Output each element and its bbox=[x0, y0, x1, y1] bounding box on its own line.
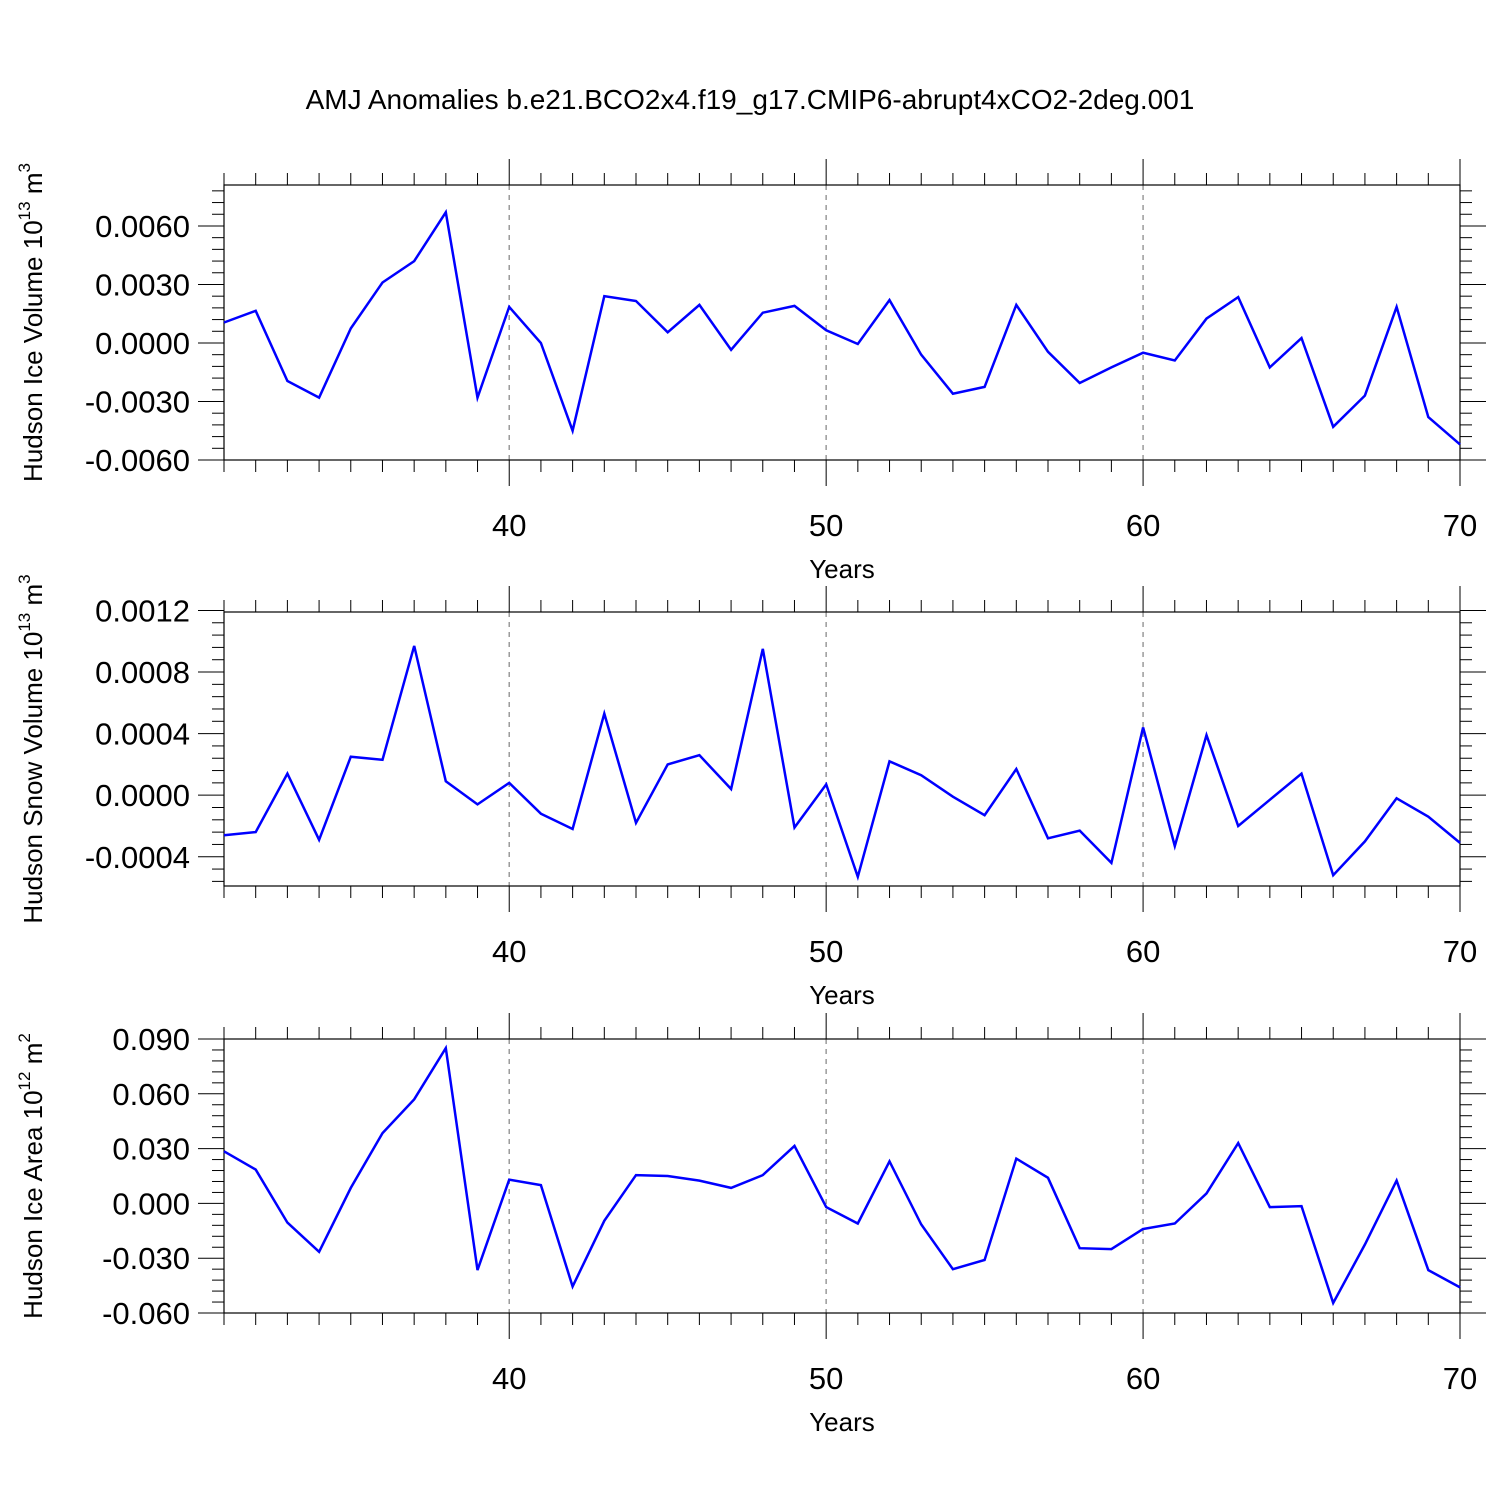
series-line bbox=[223, 208, 1461, 446]
x-tick-label: 60 bbox=[1126, 508, 1160, 543]
x-tick-label: 50 bbox=[809, 934, 843, 969]
x-tick-label: 40 bbox=[492, 1361, 526, 1396]
chart-panel-3: 40 50 60 70 -0.060 -0.030 0.000 0.030 0.060 0.090… bbox=[15, 1013, 1486, 1437]
series-line bbox=[223, 1044, 1461, 1307]
x-tick-label: 70 bbox=[1443, 934, 1477, 969]
y-tick-label: 0.0004 bbox=[95, 717, 190, 752]
x-tick-label: 40 bbox=[492, 934, 526, 969]
y-tick-label: 0.0000 bbox=[95, 326, 190, 361]
plot-frame bbox=[223, 611, 1461, 887]
plot-frame bbox=[223, 184, 1461, 461]
x-axis-label: Years bbox=[809, 554, 875, 584]
y-tick-label: 0.0008 bbox=[95, 655, 190, 690]
x-axis-label: Years bbox=[809, 1407, 875, 1437]
x-tick-label: 60 bbox=[1126, 1361, 1160, 1396]
y-tick-label: 0.000 bbox=[112, 1186, 190, 1221]
y-tick-label: 0.090 bbox=[112, 1022, 190, 1057]
y-tick-label: 0.0030 bbox=[95, 267, 190, 302]
y-tick-label: -0.0060 bbox=[85, 443, 190, 478]
x-tick-label: 60 bbox=[1126, 934, 1160, 969]
y-tick-label: 0.060 bbox=[112, 1077, 190, 1112]
x-tick-label: 50 bbox=[809, 1361, 843, 1396]
series-line bbox=[223, 645, 1461, 882]
x-axis-label: Years bbox=[809, 980, 875, 1010]
plot-frame bbox=[223, 1038, 1461, 1314]
y-tick-label: 0.0000 bbox=[95, 778, 190, 813]
chart-panel-2: 40 50 60 70 -0.0004 0.0000 0.0004 0.0008 0.0012 Y… bbox=[15, 574, 1486, 1010]
x-tick-label: 40 bbox=[492, 508, 526, 543]
x-tick-label: 70 bbox=[1443, 508, 1477, 543]
y-axis-label: Hudson Ice Area 1012 m2 bbox=[15, 1033, 48, 1319]
x-tick-label: 50 bbox=[809, 508, 843, 543]
y-tick-label: -0.0030 bbox=[85, 384, 190, 419]
y-tick-label: 0.030 bbox=[112, 1132, 190, 1167]
figure-title: AMJ Anomalies b.e21.BCO2x4.f19_g17.CMIP6… bbox=[305, 84, 1195, 115]
y-axis-label: Hudson Ice Volume 1013 m3 bbox=[15, 163, 48, 482]
y-tick-label: 0.0012 bbox=[95, 593, 190, 628]
y-tick-label: -0.060 bbox=[102, 1296, 190, 1331]
y-tick-label: -0.0004 bbox=[85, 840, 190, 875]
y-tick-label: -0.030 bbox=[102, 1241, 190, 1276]
y-axis-label: Hudson Snow Volume 1013 m3 bbox=[15, 574, 48, 923]
chart-panel-1: 40 50 60 70 -0.0060 -0.0030 0.0000 0.0030 0.0060… bbox=[15, 159, 1486, 584]
y-tick-label: 0.0060 bbox=[95, 209, 190, 244]
x-tick-label: 70 bbox=[1443, 1361, 1477, 1396]
